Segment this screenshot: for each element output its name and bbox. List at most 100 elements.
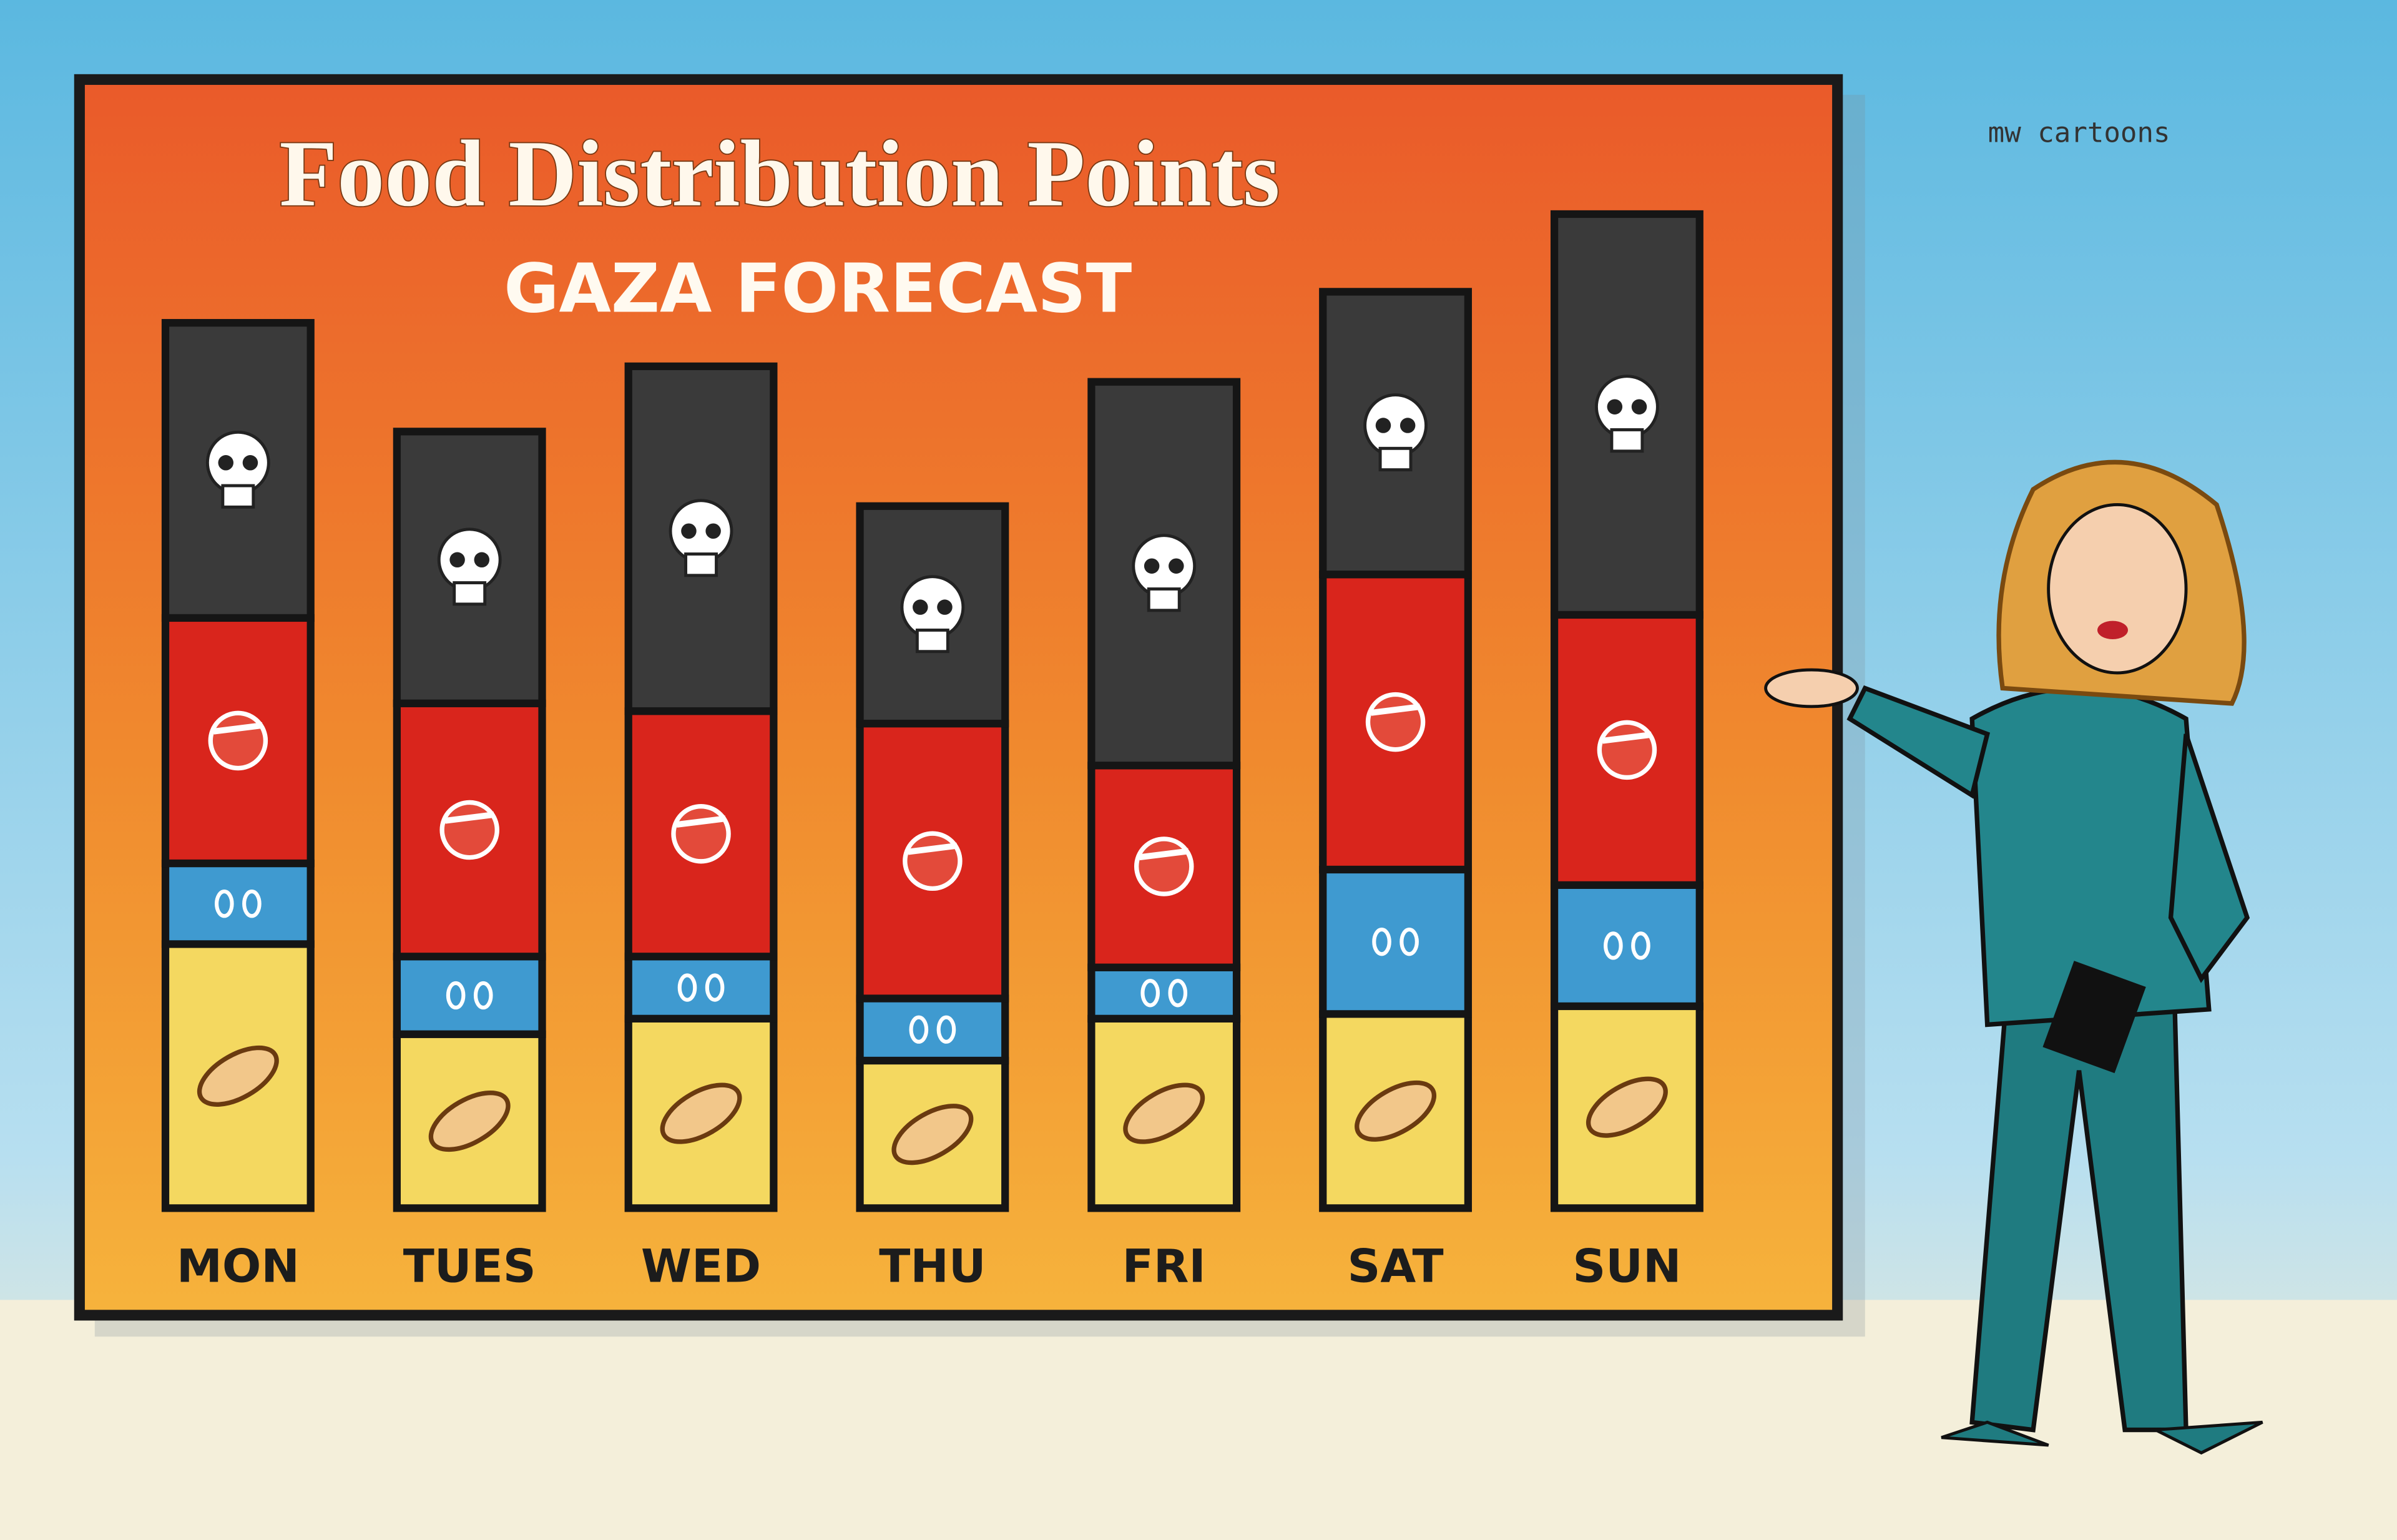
chart-title: Food Distribution Points (280, 121, 1280, 226)
x-tick-label: TUES (403, 1240, 536, 1293)
segment-icon (1363, 393, 1428, 472)
bandage-icon (1602, 732, 1652, 744)
face-icon (671, 803, 731, 864)
segment-icon (660, 1082, 742, 1144)
bar-segment (1087, 963, 1241, 1023)
drop-icon (1168, 979, 1188, 1008)
skull-eye (1399, 418, 1416, 433)
bread-icon (891, 1104, 974, 1165)
segment-icon (1372, 928, 1419, 956)
bandage-icon (1370, 704, 1421, 716)
bar-segment (1550, 881, 1703, 1011)
segment-icon (1134, 836, 1194, 896)
bandage-icon (444, 812, 494, 824)
drop-icon (473, 981, 493, 1010)
segment-icon (1597, 720, 1657, 780)
segment-icon (439, 800, 499, 860)
skull-jaw (1378, 446, 1413, 472)
skull-eye (242, 455, 258, 471)
x-tick-label: FRI (1122, 1240, 1206, 1293)
segment-icon (891, 1104, 974, 1165)
bar-segment (393, 953, 546, 1038)
drop-icon (242, 890, 262, 918)
bar-segment (624, 953, 778, 1023)
segment-icon (1140, 979, 1188, 1008)
segment-icon (669, 499, 733, 577)
bar-segment (624, 1014, 778, 1212)
drop-icon (705, 973, 725, 1002)
skull-eye (1607, 399, 1623, 414)
skull-jaw (684, 552, 718, 577)
skull-eye (705, 523, 721, 539)
drop-icon (1631, 931, 1650, 960)
bandage-icon (1139, 848, 1189, 861)
segment-icon (903, 831, 963, 891)
presenter (1764, 459, 2263, 1455)
drop-icon (1372, 928, 1391, 956)
skull-eye (1375, 418, 1391, 433)
skull-eye (681, 523, 697, 539)
face-icon (208, 710, 268, 771)
skull-eye (1631, 399, 1647, 414)
signature: mw cartoons (1988, 117, 2170, 149)
face-icon (903, 831, 963, 891)
segment-icon (208, 710, 268, 771)
bread-icon (1123, 1082, 1205, 1144)
segment-icon (197, 1045, 279, 1107)
skull-jaw (453, 581, 487, 606)
segment-icon (446, 981, 493, 1010)
bandage-icon (213, 722, 263, 735)
skull-jaw (1147, 587, 1181, 612)
segment-icon (1586, 1076, 1668, 1138)
drop-icon (909, 1015, 929, 1044)
skull-eye (937, 599, 953, 615)
shoes (1941, 1420, 2263, 1455)
face-icon (1365, 692, 1426, 752)
segment-icon (1123, 1082, 1205, 1144)
x-tick-label: THU (879, 1240, 986, 1293)
segment-icon (1594, 375, 1659, 453)
notes (2042, 961, 2146, 1074)
drop-icon (936, 1015, 956, 1044)
drop-icon (1399, 928, 1419, 956)
mouth (2097, 620, 2128, 640)
bread-icon (1586, 1076, 1668, 1138)
segment-icon (437, 527, 502, 606)
face-icon (439, 800, 499, 860)
skull-jaw (1610, 428, 1644, 453)
skull-eye (218, 455, 233, 471)
x-tick-label: MON (177, 1240, 300, 1293)
face-icon (1134, 836, 1194, 896)
segment-icon (909, 1015, 956, 1044)
skull-jaw (915, 628, 949, 654)
drop-icon (1604, 931, 1623, 960)
segment-icon (1604, 931, 1650, 960)
bar-segment (1319, 865, 1473, 1018)
skull-eye (1169, 558, 1184, 574)
bar-segment (161, 859, 315, 948)
bread-icon (660, 1082, 742, 1144)
x-tick-label: SAT (1347, 1240, 1443, 1293)
face (2047, 503, 2188, 675)
chart-subtitle: GAZA FORECAST (504, 250, 1132, 328)
segment-icon (214, 890, 262, 918)
skull-eye (913, 599, 928, 615)
bandage-icon (676, 815, 726, 828)
segment-icon (1132, 534, 1197, 612)
x-tick-label: WED (641, 1240, 761, 1293)
x-tick-label: SUN (1572, 1240, 1681, 1293)
hand (1764, 668, 1859, 709)
segment-icon (1355, 1080, 1437, 1142)
arm (1846, 685, 1991, 799)
segment-icon (428, 1091, 511, 1152)
skull-eye (474, 552, 490, 568)
drop-icon (677, 973, 697, 1002)
skull-eye (1144, 558, 1160, 574)
segment-icon (677, 973, 725, 1002)
skull-eye (449, 552, 465, 568)
drop-icon (1140, 979, 1160, 1008)
drop-icon (214, 890, 234, 918)
segment-icon (1365, 692, 1426, 752)
